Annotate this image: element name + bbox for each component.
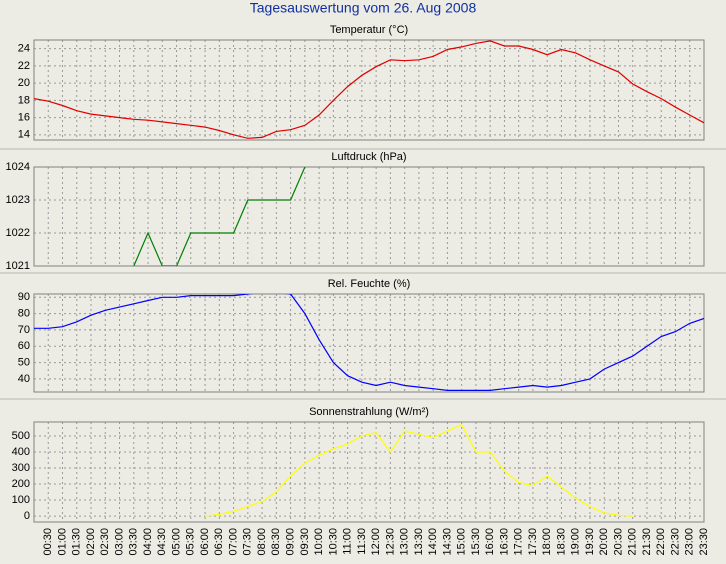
- x-tick-label: 20:30: [612, 528, 624, 556]
- y-tick-label: 20: [18, 77, 30, 89]
- chart-title: Rel. Feuchte (%): [328, 278, 411, 290]
- x-tick-label: 05:30: [185, 528, 197, 556]
- y-tick-label: 60: [18, 340, 30, 352]
- y-tick-label: 14: [18, 129, 30, 141]
- x-tick-label: 16:30: [498, 528, 510, 556]
- y-tick-label: 90: [18, 291, 30, 303]
- x-tick-label: 10:00: [313, 528, 325, 556]
- chart-title: Luftdruck (hPa): [331, 151, 406, 163]
- x-tick-label: 12:00: [370, 528, 382, 556]
- data-line: [205, 423, 633, 517]
- x-tick-label: 17:30: [527, 528, 539, 556]
- chart-title: Temperatur (°C): [330, 24, 408, 36]
- y-tick-label: 0: [24, 510, 30, 522]
- x-tick-label: 21:30: [641, 528, 653, 556]
- plot-frame: [33, 39, 705, 141]
- x-tick-label: 08:30: [270, 528, 282, 556]
- x-tick-label: 08:00: [256, 528, 268, 556]
- x-tick-label: 05:00: [170, 528, 182, 556]
- x-tick-label: 03:30: [128, 528, 140, 556]
- x-tick-label: 07:30: [242, 528, 254, 556]
- x-tick-label: 04:30: [156, 528, 168, 556]
- x-tick-label: 10:30: [327, 528, 339, 556]
- x-tick-label: 12:30: [384, 528, 396, 556]
- x-tick-label: 23:00: [684, 528, 696, 556]
- x-tick-label: 09:00: [285, 528, 297, 556]
- x-tick-label: 06:30: [213, 528, 225, 556]
- x-tick-label: 15:00: [456, 528, 468, 556]
- x-tick-label: 11:00: [342, 528, 354, 555]
- x-tick-label: 17:00: [513, 528, 525, 556]
- y-tick-label: 500: [12, 430, 30, 442]
- y-tick-label: 200: [12, 478, 30, 490]
- plot-frame: [33, 166, 705, 267]
- x-tick-label: 02:00: [85, 528, 97, 556]
- x-tick-label: 19:30: [584, 528, 596, 556]
- x-tick-label: 11:30: [356, 528, 368, 555]
- x-tick-label: 19:00: [570, 528, 582, 556]
- x-tick-label: 22:00: [655, 528, 667, 556]
- x-tick-label: 06:00: [199, 528, 211, 556]
- x-tick-label: 21:00: [627, 528, 639, 556]
- x-tick-label: 02:30: [99, 528, 111, 556]
- y-tick-label: 400: [12, 446, 30, 458]
- x-tick-label: 00:30: [42, 528, 54, 556]
- x-tick-label: 01:00: [56, 528, 68, 556]
- data-line: [34, 40, 704, 139]
- plot-frame: [33, 421, 705, 523]
- data-line: [34, 294, 704, 391]
- y-tick-label: 22: [18, 60, 30, 72]
- x-tick-label: 14:00: [427, 528, 439, 556]
- y-tick-label: 1023: [6, 194, 30, 206]
- y-tick-label: 1022: [6, 227, 30, 239]
- y-tick-label: 300: [12, 462, 30, 474]
- chart-title: Sonnenstrahlung (W/m²): [309, 406, 429, 418]
- data-line: [133, 167, 306, 266]
- x-tick-label: 20:00: [598, 528, 610, 556]
- y-tick-label: 16: [18, 111, 30, 123]
- x-tick-label: 14:30: [441, 528, 453, 556]
- page-title: Tagesauswertung vom 26. Aug 2008: [250, 0, 477, 16]
- plot-frame: [33, 293, 705, 393]
- x-tick-label: 04:00: [142, 528, 154, 556]
- y-tick-label: 24: [18, 43, 30, 55]
- y-tick-label: 18: [18, 94, 30, 106]
- y-tick-label: 40: [18, 373, 30, 385]
- x-tick-label: 01:30: [71, 528, 83, 556]
- y-tick-label: 80: [18, 308, 30, 320]
- x-tick-label: 13:00: [399, 528, 411, 556]
- x-tick-label: 13:30: [413, 528, 425, 556]
- x-tick-label: 07:00: [227, 528, 239, 556]
- y-tick-label: 100: [12, 494, 30, 506]
- x-tick-label: 18:00: [541, 528, 553, 556]
- y-tick-label: 50: [18, 357, 30, 369]
- x-tick-label: 23:30: [698, 528, 710, 556]
- x-tick-label: 09:30: [299, 528, 311, 556]
- x-tick-label: 15:30: [470, 528, 482, 556]
- x-tick-label: 16:00: [484, 528, 496, 556]
- x-tick-label: 03:00: [113, 528, 125, 556]
- y-tick-label: 1024: [6, 161, 30, 173]
- x-tick-label: 18:30: [555, 528, 567, 556]
- x-tick-label: 22:30: [669, 528, 681, 556]
- y-tick-label: 1021: [6, 260, 30, 272]
- y-tick-label: 70: [18, 324, 30, 336]
